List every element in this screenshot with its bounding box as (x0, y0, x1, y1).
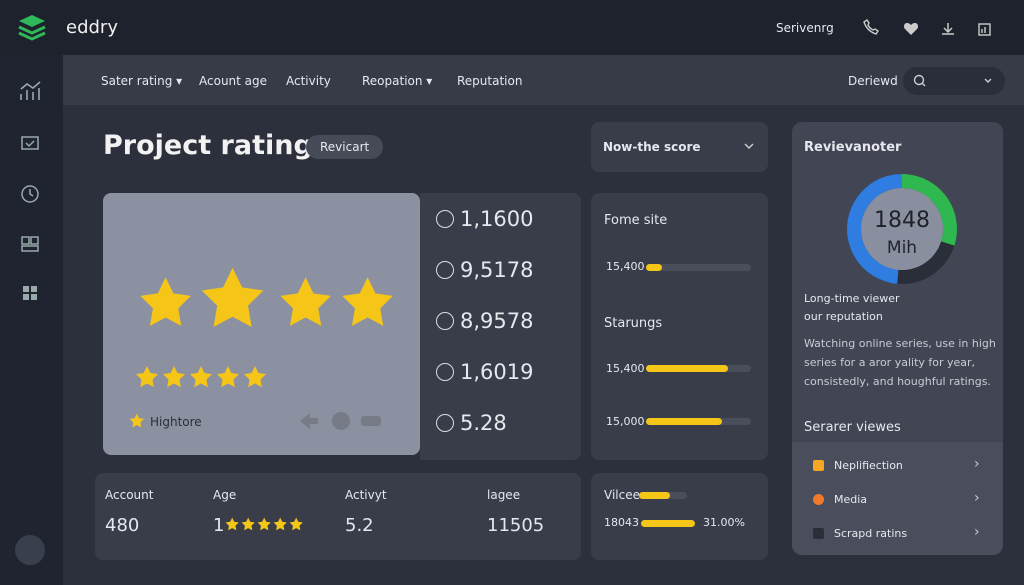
summary-value: 5.2 (345, 515, 374, 536)
sidebar-icons[interactable] (18, 80, 44, 340)
row-value: 15,400 (606, 260, 645, 273)
mini-label: Vilcee (604, 488, 640, 502)
stat-value: 9,5178 (460, 258, 534, 282)
stat-value: 1,1600 (460, 207, 534, 231)
summary-value: 11505 (487, 515, 545, 536)
card-controls[interactable] (298, 409, 388, 433)
reviewer-card: Revievanoter 1848 Mih Long-time viewer o… (792, 122, 1003, 555)
page-title: Project rating (103, 130, 313, 161)
summary-label: lagee (487, 488, 521, 502)
summary-card: Account 480 Age 1 Activyt 5.2 lagee 11505 (95, 473, 581, 560)
sidebar (0, 55, 63, 585)
big-stars (140, 267, 393, 327)
reviewer-subtitle: Long-time viewer (804, 292, 900, 305)
score-dropdown[interactable]: Now-the score (591, 122, 768, 172)
age-stars (225, 517, 303, 531)
profile-button[interactable] (15, 535, 45, 565)
bar-fill (646, 365, 728, 372)
summary-label: Activyt (345, 488, 387, 502)
stat-value: 8,9578 (460, 309, 534, 333)
bar-track (646, 264, 751, 271)
nav-tab-text: Reopation (362, 74, 423, 88)
list-item[interactable]: Scrapd ratins › (792, 519, 1003, 549)
row-value: 15,400 (606, 362, 645, 375)
sources-card: Fome site 15,400 Starungs 15,400 15,000 (591, 193, 768, 460)
donut (847, 174, 957, 284)
chevron: › (974, 490, 980, 506)
reviewer-subtitle: our reputation (804, 310, 883, 323)
top-icons[interactable] (862, 19, 992, 37)
mini-card: Vilcee 18043 31.00% (591, 473, 768, 560)
reviewer-title: Revievanoter (804, 140, 902, 155)
rating-card: Hightore (103, 193, 420, 455)
mini-value: 18043 (604, 516, 639, 529)
user-name[interactable]: Serivenrg (776, 21, 834, 35)
nav-tab[interactable]: Reputation (457, 74, 523, 88)
nav-tab[interactable]: Acount age (199, 74, 268, 88)
search-icons (913, 74, 992, 87)
item-text: Neplifiection (834, 459, 903, 472)
donut-value: 1848 (874, 208, 930, 233)
bar-fill (639, 492, 670, 499)
nav-bar: Sater rating ▾ Acount age Activity Reopa… (63, 55, 1024, 105)
list: Neplifiection › Media › Scrapd ratins › (792, 442, 1003, 555)
summary-value: 1 (213, 515, 225, 536)
chevron (744, 143, 754, 150)
stat-value: 1,6019 (460, 360, 534, 384)
bar-fill (641, 520, 695, 527)
stat-icon (436, 414, 454, 432)
logo (18, 15, 46, 41)
summary-label: Age (213, 488, 237, 502)
row-value: 15,000 (606, 415, 645, 428)
dropdown-text: Now-the score (603, 140, 701, 154)
bar-fill (646, 418, 722, 425)
item-text: Scrapd ratins (834, 527, 908, 540)
item-icon (813, 494, 824, 505)
nav-tab[interactable]: Activity (286, 74, 331, 88)
chevron: › (974, 524, 980, 540)
nav-tab-text: Sater rating (101, 74, 173, 88)
donut-unit: Mih (886, 238, 918, 258)
summary-label: Account (105, 488, 154, 502)
summary-value: 480 (105, 515, 140, 536)
chevron: › (974, 456, 980, 472)
small-stars (136, 366, 266, 388)
section-heading: Fome site (604, 213, 668, 228)
bar-fill (646, 264, 662, 271)
reviewer-description: Watching online series, use in high seri… (804, 337, 996, 388)
mini-percent: 31.00% (703, 516, 745, 529)
search-box[interactable] (903, 67, 1005, 95)
stats-card: 1,1600 9,5178 8,9578 1,6019 5.28 (420, 193, 581, 460)
stat-icon (436, 210, 454, 228)
brand: eddry (66, 17, 118, 38)
item-icon (813, 460, 824, 471)
stat-icon (436, 312, 454, 330)
item-icon (813, 528, 824, 539)
stat-icon (436, 261, 454, 279)
stat-value: 5.28 (460, 411, 507, 435)
nav-tab[interactable]: Sater rating ▾ (101, 74, 183, 88)
rating-label: Hightore (150, 415, 202, 429)
top-bar: eddry Serivenrg (0, 0, 1024, 55)
nav-tab[interactable]: Reopation ▾ (362, 74, 433, 88)
list-item[interactable]: Media › (792, 485, 1003, 515)
label-star (129, 413, 144, 428)
stat-icon (436, 363, 454, 381)
section-heading: Starungs (604, 316, 663, 331)
filter-label: Deriewd (848, 74, 898, 88)
list-item[interactable]: Neplifiection › (792, 451, 1003, 481)
badge[interactable]: Revicart (306, 135, 384, 159)
item-text: Media (834, 493, 868, 506)
list-title: Serarer viewes (804, 420, 901, 435)
